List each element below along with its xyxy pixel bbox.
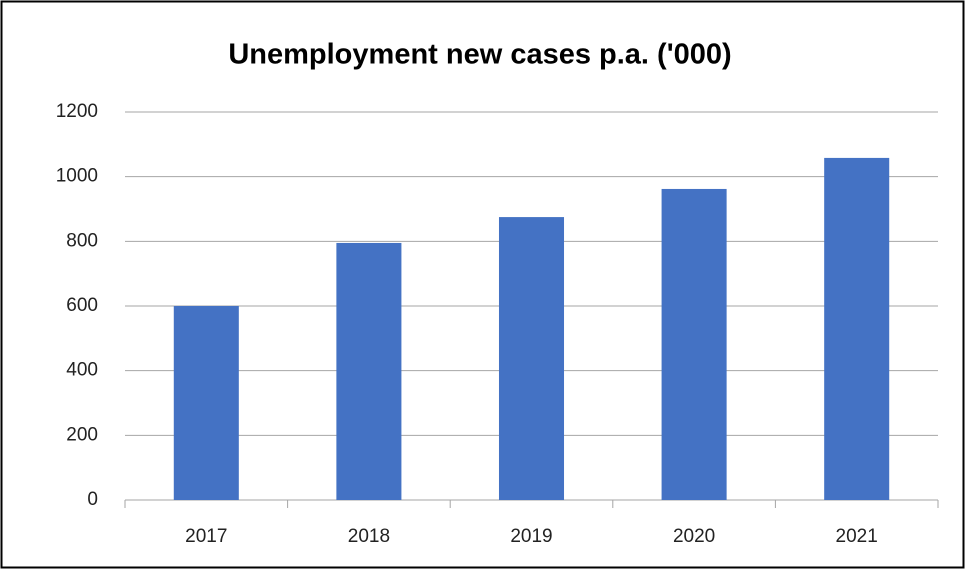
y-tick-label: 0 [87, 489, 98, 510]
x-tick-label: 2020 [673, 526, 715, 547]
bar [498, 217, 565, 501]
y-tick-label: 400 [66, 360, 98, 381]
chart-title: Unemployment new cases p.a. ('000) [228, 39, 731, 71]
x-tick-label: 2018 [348, 526, 390, 547]
x-tick-label: 2019 [510, 526, 552, 547]
x-tick-label: 2017 [185, 526, 227, 547]
bar [824, 157, 890, 500]
bar [336, 242, 402, 500]
y-tick-label: 600 [66, 295, 98, 316]
y-tick-label: 200 [66, 424, 98, 445]
y-tick-label: 1000 [56, 166, 98, 187]
y-tick-label: 800 [66, 230, 98, 251]
y-tick-label: 1200 [56, 101, 98, 122]
bar [173, 306, 239, 500]
x-tick-label: 2021 [836, 526, 878, 547]
bar [661, 188, 727, 500]
